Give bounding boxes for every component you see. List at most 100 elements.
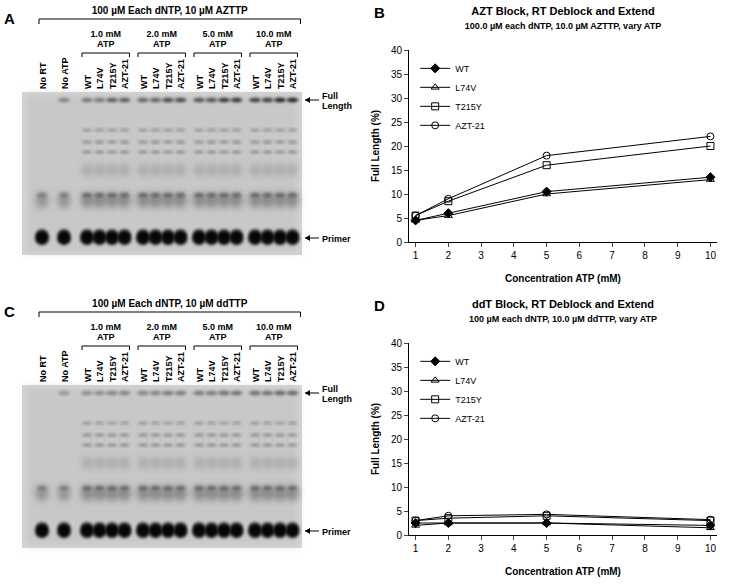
svg-text:WT: WT (251, 75, 261, 89)
svg-text:8: 8 (642, 250, 648, 261)
svg-text:6: 6 (577, 250, 583, 261)
svg-text:100 µM Each dNTP, 10 µM AZTTP: 100 µM Each dNTP, 10 µM AZTTP (92, 5, 248, 16)
svg-text:T215Y: T215Y (164, 62, 174, 89)
svg-text:ATP: ATP (97, 39, 114, 49)
svg-text:L74V: L74V (95, 360, 105, 382)
svg-text:WT: WT (139, 75, 149, 89)
svg-text:Concentration ATP (mM): Concentration ATP (mM) (505, 273, 621, 284)
svg-text:5: 5 (544, 250, 550, 261)
svg-text:10: 10 (391, 189, 403, 200)
svg-text:ddT Block, RT Deblock and Exte: ddT Block, RT Deblock and Extend100 µM e… (469, 298, 657, 324)
svg-text:L74V: L74V (455, 376, 476, 386)
svg-text:ATP: ATP (97, 332, 114, 342)
svg-text:AZT-21: AZT-21 (120, 59, 130, 89)
svg-text:AZT-21: AZT-21 (176, 352, 186, 382)
svg-text:L74V: L74V (95, 67, 105, 89)
svg-text:WT: WT (251, 368, 261, 382)
svg-text:5.0 mM: 5.0 mM (202, 322, 233, 332)
svg-text:AZT Block, RT Deblock and Exte: AZT Block, RT Deblock and Extend100.0 µM… (465, 5, 661, 31)
svg-text:10.0 mM: 10.0 mM (256, 322, 292, 332)
svg-text:WT: WT (83, 75, 93, 89)
svg-text:20: 20 (391, 434, 403, 445)
svg-text:L74V: L74V (263, 67, 273, 89)
svg-text:4: 4 (511, 543, 517, 554)
svg-text:30: 30 (391, 93, 403, 104)
svg-text:Full Length (%): Full Length (%) (370, 403, 381, 475)
svg-text:1: 1 (413, 543, 419, 554)
svg-text:1.0 mM: 1.0 mM (90, 322, 121, 332)
svg-text:7: 7 (609, 250, 615, 261)
svg-text:AZT-21: AZT-21 (455, 414, 485, 424)
svg-text:D: D (374, 297, 385, 314)
svg-text:Full Length (%): Full Length (%) (370, 110, 381, 182)
svg-text:0: 0 (396, 237, 402, 248)
svg-text:L74V: L74V (151, 360, 161, 382)
svg-text:B: B (374, 4, 385, 21)
svg-text:AZT-21: AZT-21 (232, 59, 242, 89)
svg-text:35: 35 (391, 362, 403, 373)
svg-text:Length: Length (322, 394, 352, 404)
svg-text:5.0 mM: 5.0 mM (202, 29, 233, 39)
svg-text:2: 2 (446, 543, 452, 554)
svg-text:40: 40 (391, 338, 403, 349)
svg-text:30: 30 (391, 386, 403, 397)
svg-text:ATP: ATP (265, 39, 282, 49)
svg-text:40: 40 (391, 45, 403, 56)
svg-text:10: 10 (705, 543, 717, 554)
svg-text:L74V: L74V (455, 83, 476, 93)
svg-text:No RT: No RT (38, 62, 48, 89)
svg-text:T215Y: T215Y (276, 62, 286, 89)
svg-text:T215Y: T215Y (455, 395, 482, 405)
svg-text:T215Y: T215Y (108, 355, 118, 382)
svg-text:100 µM Each dNTP, 10 µM ddTTP: 100 µM Each dNTP, 10 µM ddTTP (92, 298, 248, 309)
svg-text:C: C (4, 303, 15, 320)
svg-text:1.0 mM: 1.0 mM (90, 29, 121, 39)
svg-text:15: 15 (391, 165, 403, 176)
svg-text:5: 5 (396, 506, 402, 517)
svg-text:7: 7 (609, 543, 615, 554)
svg-text:9: 9 (675, 543, 681, 554)
svg-text:T215Y: T215Y (276, 355, 286, 382)
svg-text:3: 3 (478, 250, 484, 261)
svg-text:WT: WT (195, 368, 205, 382)
svg-text:10: 10 (391, 482, 403, 493)
svg-text:WT: WT (195, 75, 205, 89)
svg-text:15: 15 (391, 458, 403, 469)
svg-text:Length: Length (322, 101, 352, 111)
svg-text:ATP: ATP (153, 39, 170, 49)
svg-text:2.0 mM: 2.0 mM (146, 322, 177, 332)
svg-text:2.0 mM: 2.0 mM (146, 29, 177, 39)
svg-text:T215Y: T215Y (164, 355, 174, 382)
svg-text:20: 20 (391, 141, 403, 152)
svg-text:Full: Full (322, 91, 338, 101)
svg-text:WT: WT (455, 357, 469, 367)
svg-text:No RT: No RT (38, 355, 48, 382)
svg-text:AZT-21: AZT-21 (288, 352, 298, 382)
svg-text:35: 35 (391, 69, 403, 80)
svg-text:WT: WT (83, 368, 93, 382)
svg-text:0: 0 (396, 530, 402, 541)
svg-text:ATP: ATP (153, 332, 170, 342)
svg-text:6: 6 (577, 543, 583, 554)
svg-text:Primer: Primer (322, 527, 351, 537)
svg-text:No ATP: No ATP (60, 58, 70, 90)
svg-text:Full: Full (322, 384, 338, 394)
svg-text:4: 4 (511, 250, 517, 261)
svg-text:5: 5 (544, 543, 550, 554)
svg-text:1: 1 (413, 250, 419, 261)
svg-text:WT: WT (455, 64, 469, 74)
svg-text:2: 2 (446, 250, 452, 261)
svg-text:3: 3 (478, 543, 484, 554)
svg-text:10.0 mM: 10.0 mM (256, 29, 292, 39)
svg-text:5: 5 (396, 213, 402, 224)
svg-text:Concentration ATP (mM): Concentration ATP (mM) (505, 566, 621, 577)
svg-text:25: 25 (391, 410, 403, 421)
svg-text:ATP: ATP (209, 332, 226, 342)
svg-text:L74V: L74V (207, 360, 217, 382)
svg-text:ATP: ATP (209, 39, 226, 49)
svg-text:L74V: L74V (207, 67, 217, 89)
svg-text:T215Y: T215Y (455, 102, 482, 112)
svg-text:AZT-21: AZT-21 (288, 59, 298, 89)
svg-text:T215Y: T215Y (220, 62, 230, 89)
svg-text:Primer: Primer (322, 234, 351, 244)
